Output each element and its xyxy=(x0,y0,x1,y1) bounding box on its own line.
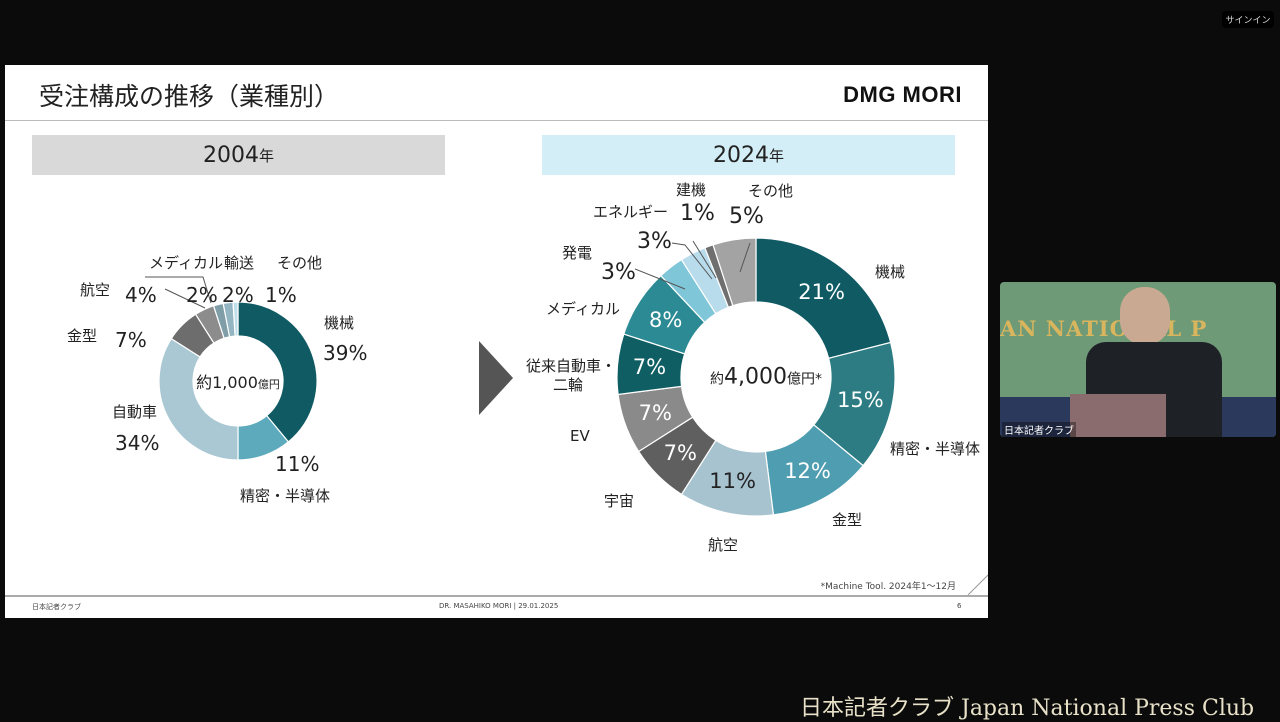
year-suffix: 年 xyxy=(768,146,784,165)
slice-pct-label: 11 xyxy=(709,469,756,493)
label-2004-die-mold: 金型 xyxy=(67,327,98,345)
page-number: 6 xyxy=(957,602,962,610)
center-total-2024: 約4,000億円* xyxy=(710,365,822,390)
pct-2024-power: 3 xyxy=(601,260,636,285)
pct-2004-die-mold: 7 xyxy=(115,328,147,352)
label-2024-machinery: 機械 xyxy=(875,263,906,281)
leader-line xyxy=(634,268,686,290)
footer-left: 日本記者クラブ xyxy=(32,603,81,611)
video-caption: 日本記者クラブ xyxy=(1002,422,1076,437)
arrow-right-icon xyxy=(479,341,513,415)
slice-pct-label: 7 xyxy=(633,355,666,379)
year-label: 2004 xyxy=(202,142,259,168)
label-2004-aerospace: 航空 xyxy=(80,281,111,299)
leader-line xyxy=(692,240,717,279)
total-value: 4,000 xyxy=(724,364,787,390)
label-2024-power: 発電 xyxy=(562,244,593,262)
pct-2004-precision: 11 xyxy=(275,452,319,476)
pct-2024-energy: 3 xyxy=(637,229,672,254)
pct-2004-aerospace: 4 xyxy=(125,283,157,307)
label-2024-ev: EV xyxy=(570,427,590,445)
donut-slice-2004-2 xyxy=(158,337,239,461)
label-2004-automotive: 自動車 xyxy=(112,403,158,421)
slice-pct-label: 15 xyxy=(837,388,884,412)
slice-pct-label: 7 xyxy=(664,441,697,465)
slide-title: 受注構成の推移（業種別） xyxy=(39,82,340,111)
label-2004-transport: 輸送 xyxy=(224,254,255,272)
dmg-mori-logo: DMG MORI xyxy=(843,82,962,107)
leader-line xyxy=(739,242,751,273)
year-label: 2024 xyxy=(712,142,769,168)
pct-2004-transport: 2 xyxy=(222,283,254,307)
label-2004-precision: 精密・半導体 xyxy=(240,487,331,505)
slice-pct-label: 8 xyxy=(649,308,682,332)
pct-2024-construction: 1 xyxy=(680,201,715,226)
pct-2004-machinery: 39 xyxy=(323,341,367,365)
label-2024-construction: 建機 xyxy=(676,181,707,199)
sign-in-button[interactable]: サインイン xyxy=(1222,11,1274,28)
year-suffix: 年 xyxy=(258,146,274,165)
year-header-2004: 2004 年 xyxy=(32,135,445,175)
slice-pct-label: 12 xyxy=(784,459,831,483)
total-value: 約1,000 xyxy=(196,373,258,392)
label-2024-precision: 精密・半導体 xyxy=(890,440,981,458)
label-2024-energy: エネルギー xyxy=(593,203,669,221)
label-2024-conventional-auto-line2: 二輪 xyxy=(553,376,584,394)
presentation-slide: 受注構成の推移（業種別） DMG MORI 2004 年 2024 年 その他 1 … xyxy=(5,65,988,618)
pct-2004-medical: 2 xyxy=(186,283,218,307)
label-2024-conventional-auto-line1: 従来自動車・ xyxy=(526,357,617,375)
slice-pct-label: 21 xyxy=(798,280,845,304)
total-prefix: 約 xyxy=(710,371,725,388)
backdrop-text: AN NATIONAL P xyxy=(1000,316,1208,341)
footnote: *Machine Tool. 2024年1～12月 xyxy=(820,582,956,592)
pct-2024-other: 5 xyxy=(729,204,764,229)
footer-divider xyxy=(5,595,988,597)
speaker-head xyxy=(1120,287,1170,345)
donut-slice-2024-11 xyxy=(712,237,757,307)
slice-pct-label: 7 xyxy=(639,401,672,425)
label-2024-die-mold: 金型 xyxy=(832,511,863,529)
label-2004-medical: メディカル xyxy=(149,254,223,272)
label-2004-machinery: 機械 xyxy=(324,314,355,332)
label-2024-medical: メディカル xyxy=(546,300,620,318)
total-unit: 億円* xyxy=(786,371,822,388)
label-2024-aerospace: 航空 xyxy=(708,536,739,554)
speaker-video[interactable]: AN NATIONAL P 日本記者クラブ xyxy=(1000,282,1276,437)
press-club-banner: 日本記者クラブ Japan National Press Club xyxy=(800,696,1255,721)
donut-charts xyxy=(145,237,988,596)
center-total-2004: 約1,000億円 xyxy=(196,369,280,393)
divider xyxy=(5,120,988,121)
leader-line xyxy=(671,242,713,280)
year-header-2024: 2024 年 xyxy=(542,135,955,175)
label-2024-other: その他 xyxy=(748,182,794,200)
donut-slice-2004-0 xyxy=(237,301,318,443)
slide-corner-line xyxy=(967,574,988,596)
total-unit: 億円 xyxy=(257,378,280,391)
label-2024-space: 宇宙 xyxy=(604,492,635,510)
pct-2004-other: 1 xyxy=(265,283,297,307)
pct-2004-automotive: 34 xyxy=(115,431,159,455)
label-2004-other: その他 xyxy=(277,254,323,272)
laptop xyxy=(1070,394,1166,437)
footer-center: DR. MASAHIKO MORI | 29.01.2025 xyxy=(439,602,559,610)
